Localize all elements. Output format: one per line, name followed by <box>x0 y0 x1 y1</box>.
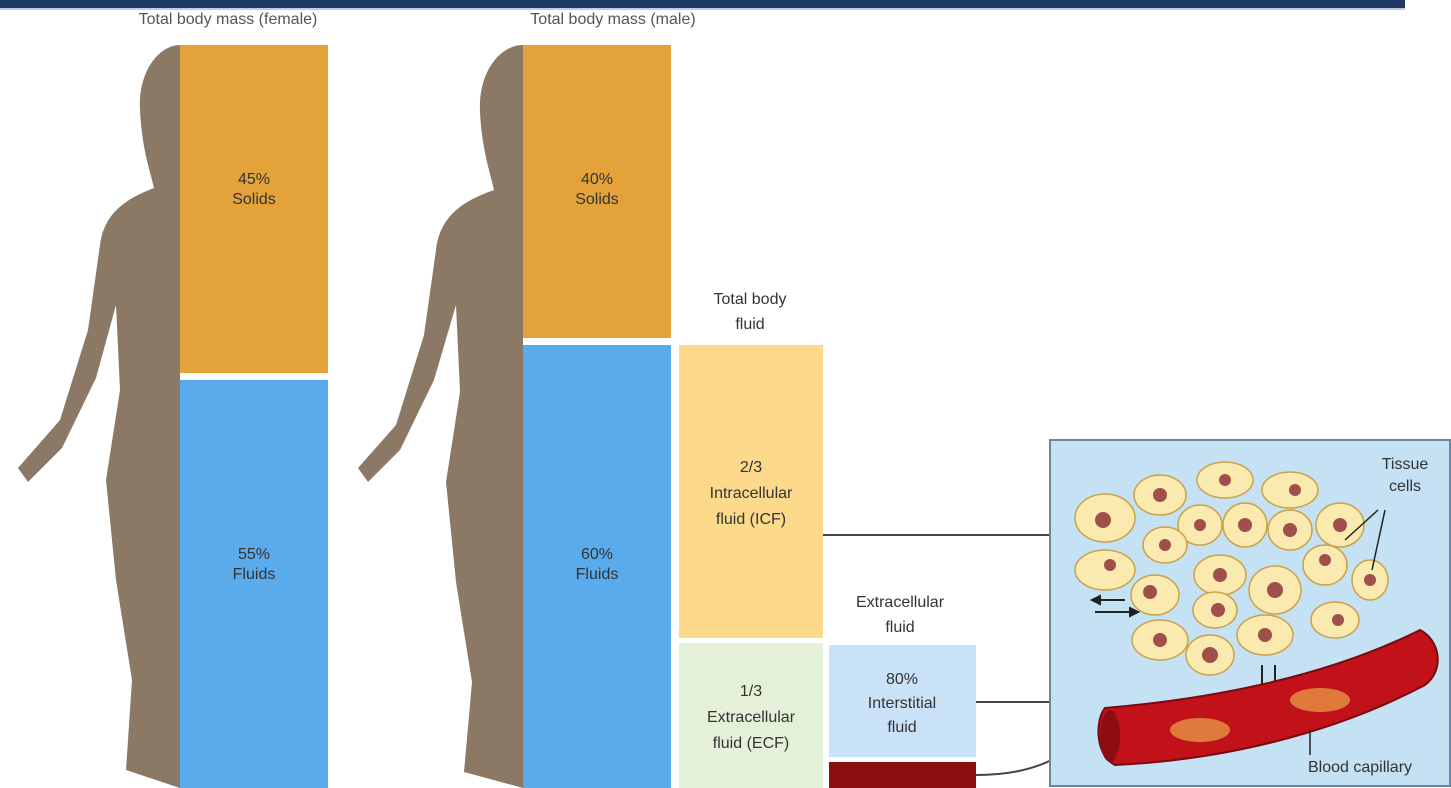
female-fluids-label: Fluids <box>233 566 276 583</box>
icf-label: fluid (ICF) <box>716 511 786 528</box>
tissue-cells-label: cells <box>1389 478 1421 495</box>
tbf-title: fluid <box>735 316 764 333</box>
male-fluids-label: 60% <box>581 546 613 563</box>
ecf-title: fluid <box>885 619 914 636</box>
interstitial-label: 80% <box>886 671 918 688</box>
male-fluids-label: Fluids <box>576 566 619 583</box>
female-solids-label: 45% <box>238 171 270 188</box>
diagram: Total body mass (female) 45% Solids 55% … <box>0 0 1451 788</box>
male-solids-label: Solids <box>575 191 619 208</box>
blood-capillary-label: Blood capillary <box>1308 759 1412 776</box>
plasma-bar <box>829 762 976 788</box>
female-solids-label: Solids <box>232 191 276 208</box>
ecf-label: Extracellular <box>707 709 796 726</box>
tbf-title: Total body <box>714 291 787 308</box>
female-title: Total body mass (female) <box>139 11 318 28</box>
female-fluids-label: 55% <box>238 546 270 563</box>
interstitial-label: fluid <box>887 719 916 736</box>
ecf-label: 1/3 <box>740 683 762 700</box>
top-bar <box>0 0 1405 8</box>
female-solids-bar <box>180 45 328 373</box>
male-solids-label: 40% <box>581 171 613 188</box>
ecf-title: Extracellular <box>856 594 945 611</box>
icf-label: Intracellular <box>710 485 793 502</box>
icf-label: 2/3 <box>740 459 762 476</box>
female-fluids-bar <box>180 380 328 788</box>
tissue-cells-label: Tissue <box>1382 456 1429 473</box>
male-silhouette <box>358 45 523 788</box>
male-title: Total body mass (male) <box>530 11 695 28</box>
interstitial-label: Interstitial <box>868 695 936 712</box>
ecf-label: fluid (ECF) <box>713 735 789 752</box>
female-silhouette <box>18 45 180 788</box>
